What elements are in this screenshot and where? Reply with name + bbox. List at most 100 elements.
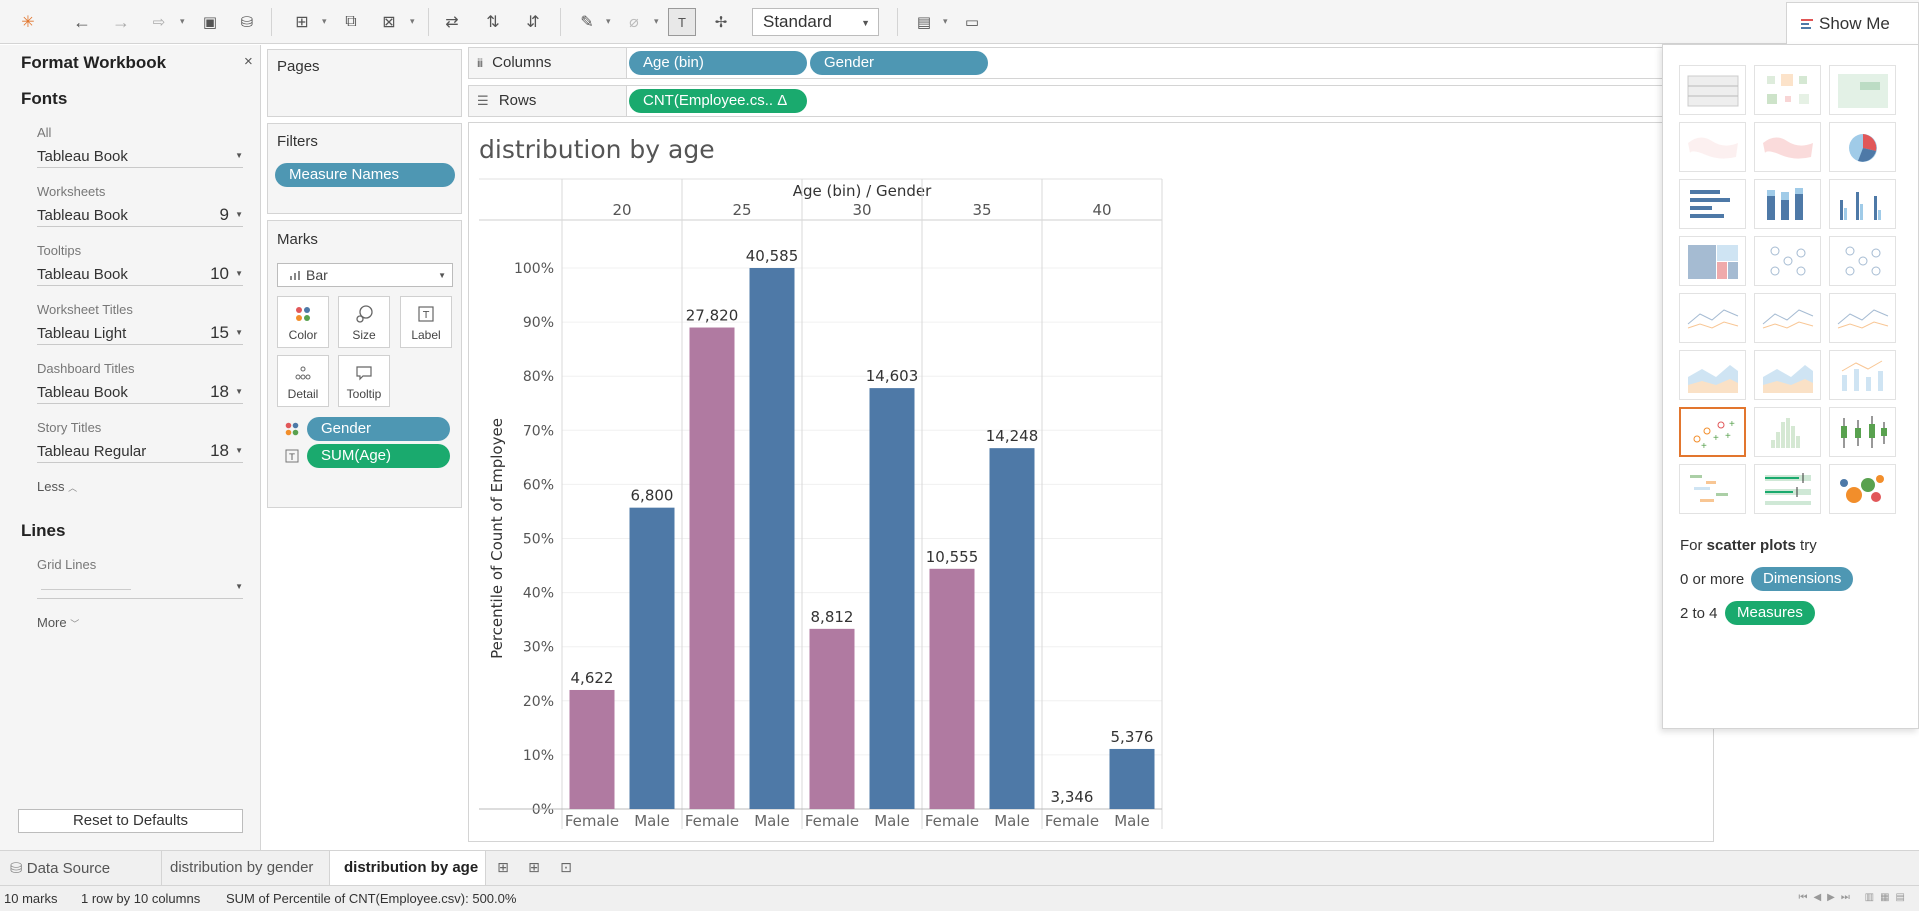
duplicate-sheet-icon[interactable]: ⧉	[345, 13, 357, 30]
show-mark-labels-icon[interactable]: T	[668, 8, 696, 36]
replay-caret-icon[interactable]: ▾	[180, 16, 185, 26]
tooltip-label: Tooltip	[346, 387, 382, 401]
sort-descending-icon[interactable]: ⇵	[526, 14, 540, 31]
font-field-dashboard-titles[interactable]: Tableau Book 18 ▼	[37, 382, 243, 404]
group-caret-icon[interactable]: ▾	[654, 16, 659, 26]
sheet-navigation-icons[interactable]: ⏮◀▶⏭ ▥▦▤	[1798, 892, 1911, 903]
hint-prefix: For	[1680, 537, 1707, 554]
tableau-logo-icon[interactable]: ✳	[21, 14, 35, 31]
new-worksheet-icon[interactable]: ⊞	[295, 14, 309, 31]
column-pill-gender[interactable]: Gender	[810, 51, 988, 75]
bar-30-female	[809, 628, 855, 809]
symbol-map-icon[interactable]	[1679, 122, 1746, 172]
undo-icon[interactable]: ←	[73, 11, 91, 32]
highlight-icon[interactable]: ✎	[580, 14, 594, 31]
tab-distribution-by-gender[interactable]: distribution by gender	[162, 851, 330, 885]
group-members-icon[interactable]: ⌀	[629, 14, 639, 31]
bar-value-label: 40,585	[746, 247, 799, 265]
mark-type-select[interactable]: Bar ▼	[277, 263, 453, 287]
tooltip-button[interactable]: Tooltip	[338, 355, 390, 407]
font-field-tooltips[interactable]: Tableau Book 10 ▼	[37, 264, 243, 286]
y-axis-title: Percentile of Count of Employee	[488, 418, 506, 659]
filters-card[interactable]: Filters Measure Names	[267, 123, 462, 214]
font-field-worksheet-titles[interactable]: Tableau Light 15 ▼	[37, 323, 243, 345]
row-pill-cnt-employee[interactable]: CNT(Employee.cs.. Δ	[629, 89, 807, 113]
swap-rows-columns-icon[interactable]: ⇄	[445, 14, 459, 31]
show-cards-caret-icon[interactable]: ▾	[943, 16, 948, 26]
gantt-chart-icon[interactable]	[1679, 464, 1746, 514]
bar-20-male	[629, 507, 675, 809]
filled-map-icon[interactable]	[1754, 122, 1821, 172]
circle-views-icon[interactable]	[1754, 236, 1821, 286]
tab-distribution-by-age[interactable]: distribution by age	[330, 851, 486, 885]
marks-pill-gender[interactable]: Gender	[307, 417, 450, 441]
filter-pill-measure-names[interactable]: Measure Names	[275, 163, 455, 187]
sheet-title: distribution by age	[479, 135, 715, 164]
label-button[interactable]: T Label	[400, 296, 452, 348]
dual-lines-icon[interactable]	[1829, 293, 1896, 343]
pie-chart-icon[interactable]	[1829, 122, 1896, 172]
status-sum: SUM of Percentile of CNT(Employee.csv): …	[226, 891, 517, 906]
tab-data-source[interactable]: ⛁ Data Source	[0, 851, 162, 885]
clear-sheet-caret-icon[interactable]: ▾	[410, 16, 415, 26]
reset-to-defaults-button[interactable]: Reset to Defaults	[18, 809, 243, 833]
box-and-whisker-icon[interactable]	[1829, 407, 1896, 457]
dual-combination-icon[interactable]	[1829, 350, 1896, 400]
font-field-all[interactable]: Tableau Book ▼	[37, 146, 243, 168]
presentation-mode-icon[interactable]: ▭	[964, 14, 980, 31]
stacked-bars-icon[interactable]	[1754, 179, 1821, 229]
redo-icon[interactable]: →	[112, 11, 130, 32]
side-by-side-circles-icon[interactable]	[1829, 236, 1896, 286]
replay-icon[interactable]: ⇨	[152, 14, 166, 31]
size-button[interactable]: Size	[338, 296, 390, 348]
bullet-graph-icon[interactable]	[1754, 464, 1821, 514]
gender-label: Female	[805, 812, 859, 830]
scatter-plot-icon[interactable]: + + + +	[1679, 407, 1746, 457]
font-name: Tableau Book	[37, 148, 128, 165]
pages-card[interactable]: Pages	[267, 49, 462, 117]
marks-title: Marks	[277, 231, 318, 248]
text-table-icon[interactable]	[1679, 65, 1746, 115]
less-toggle[interactable]: Less ︿	[37, 479, 77, 494]
treemap-icon[interactable]	[1679, 236, 1746, 286]
heat-map-icon[interactable]	[1754, 65, 1821, 115]
rows-drop-area[interactable]: CNT(Employee.cs.. Δ	[626, 86, 1714, 116]
color-button[interactable]: Color	[277, 296, 329, 348]
close-icon[interactable]: ×	[244, 53, 253, 70]
side-by-side-bars-icon[interactable]	[1829, 179, 1896, 229]
discrete-lines-icon[interactable]	[1754, 293, 1821, 343]
detail-button[interactable]: Detail	[277, 355, 329, 407]
horizontal-bars-icon[interactable]	[1679, 179, 1746, 229]
highlight-caret-icon[interactable]: ▾	[606, 16, 611, 26]
new-story-icon[interactable]: ⊡	[560, 859, 572, 875]
marks-pill-sum-age[interactable]: SUM(Age)	[307, 444, 450, 468]
column-pill-age-bin[interactable]: Age (bin)	[629, 51, 807, 75]
new-data-source-icon[interactable]: ⛁	[240, 14, 254, 31]
show-cards-icon[interactable]: ▤	[916, 14, 932, 31]
continuous-lines-icon[interactable]	[1679, 293, 1746, 343]
more-toggle[interactable]: More ﹀	[37, 615, 79, 630]
gender-label: Male	[754, 812, 790, 830]
fit-select[interactable]: Standard ▼	[752, 8, 879, 36]
new-worksheet-caret-icon[interactable]: ▾	[322, 16, 327, 26]
font-field-story-titles[interactable]: Tableau Regular 18 ▼	[37, 441, 243, 463]
new-dashboard-icon[interactable]: ⊞	[528, 859, 540, 875]
save-icon[interactable]: ▣	[202, 14, 218, 31]
area-discrete-icon[interactable]	[1754, 350, 1821, 400]
grid-lines-select[interactable]: ▼	[37, 577, 243, 599]
show-me-button[interactable]: Show Me	[1786, 2, 1919, 44]
columns-label: Columns	[492, 54, 552, 71]
chevron-down-icon: ▼	[235, 387, 243, 396]
sort-ascending-icon[interactable]: ⇅	[486, 14, 500, 31]
packed-bubbles-icon[interactable]	[1829, 464, 1896, 514]
new-worksheet-icon[interactable]: ⊞	[497, 859, 509, 875]
y-tick-label: 20%	[523, 694, 554, 710]
columns-drop-area[interactable]: Age (bin) Gender	[626, 48, 1714, 78]
highlight-table-icon[interactable]	[1829, 65, 1896, 115]
area-continuous-icon[interactable]	[1679, 350, 1746, 400]
histogram-icon[interactable]	[1754, 407, 1821, 457]
fix-axes-icon[interactable]: ✢	[714, 14, 728, 31]
more-label: More	[37, 615, 67, 630]
clear-sheet-icon[interactable]: ⊠	[382, 14, 396, 31]
font-field-worksheets[interactable]: Tableau Book 9 ▼	[37, 205, 243, 227]
